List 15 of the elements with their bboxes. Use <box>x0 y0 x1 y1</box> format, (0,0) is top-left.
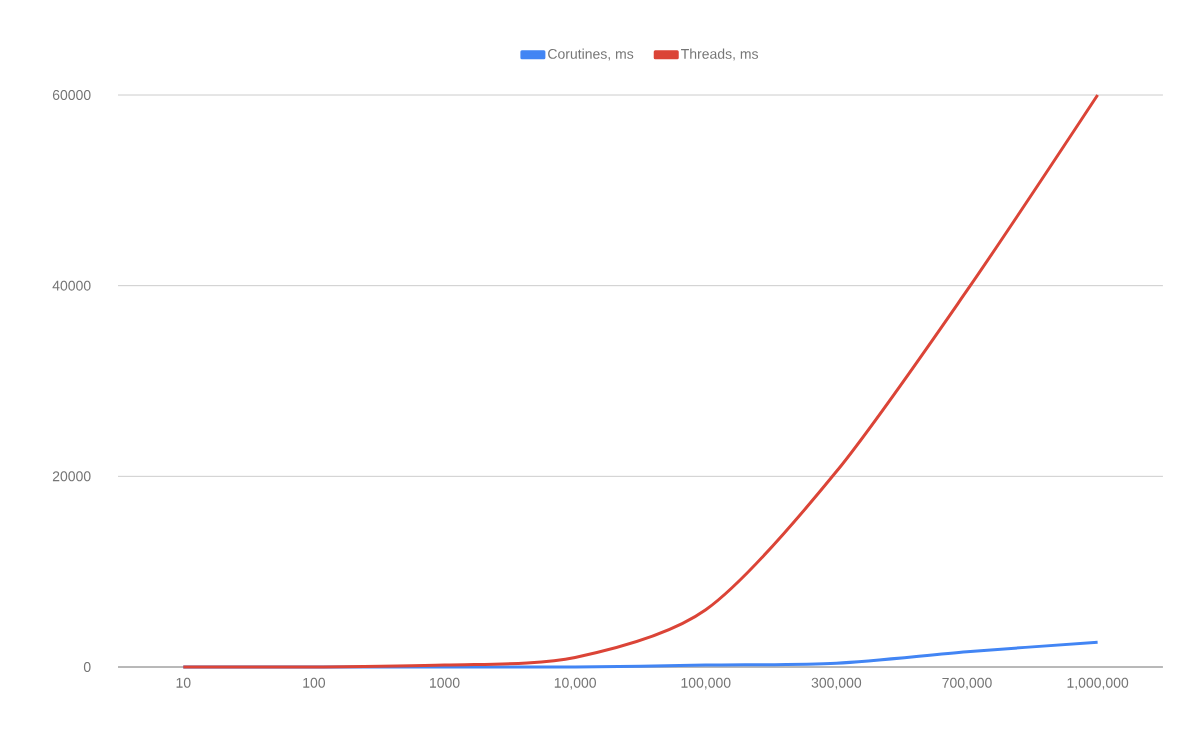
x-tick-label: 700,000 <box>942 677 992 690</box>
y-tick-label: 20000 <box>52 471 91 482</box>
x-tick-label: 100,000 <box>681 677 731 690</box>
x-tick-label: 10 <box>176 677 191 688</box>
x-tick-label: 10,000 <box>554 677 597 690</box>
legend-label: Threads, ms <box>681 48 759 61</box>
x-tick-label: 1,000,000 <box>1067 677 1129 690</box>
x-tick-label: 1000 <box>430 677 460 688</box>
x-tick-label: 100 <box>303 677 326 688</box>
y-tick-label: 40000 <box>52 280 91 291</box>
line-series <box>181 93 1100 669</box>
x-tick-label: 300,000 <box>811 677 862 690</box>
y-tick-label: 0 <box>83 662 91 672</box>
y-tick-label: 60000 <box>52 90 91 100</box>
legend-label: Corutines, ms <box>548 48 634 61</box>
